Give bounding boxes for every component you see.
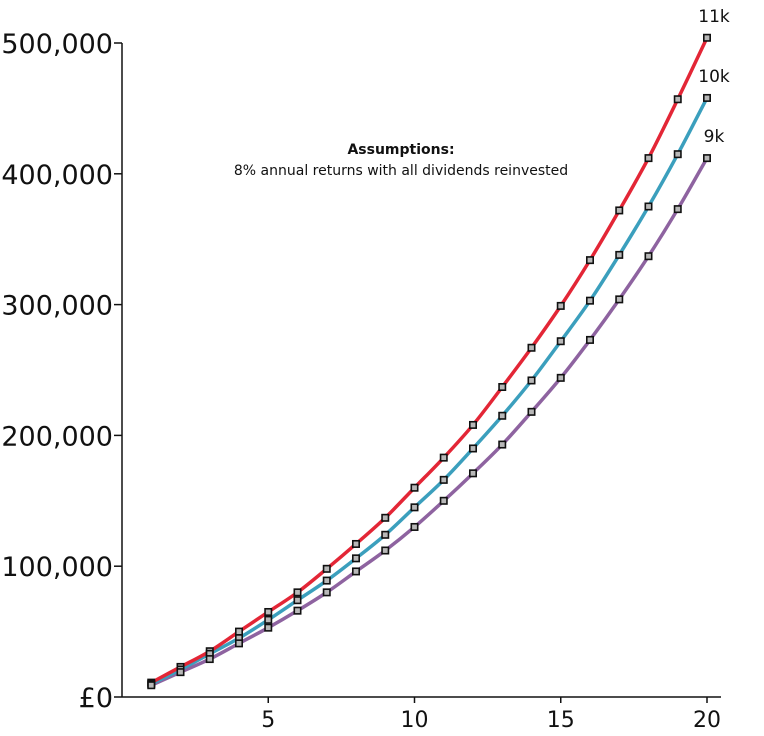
series-labels: 11k 10k 9k	[698, 7, 730, 147]
data-point-10k	[381, 530, 390, 539]
data-point-10k	[410, 503, 419, 512]
data-point-11k	[673, 95, 682, 104]
data-point-10k	[556, 337, 565, 346]
data-point-9k	[644, 252, 653, 261]
data-point-11k	[644, 154, 653, 163]
data-point-11k	[410, 483, 419, 492]
x-tick-label: 5	[261, 708, 275, 733]
x-tick-label: 15	[547, 708, 575, 733]
series-line-11k	[149, 36, 709, 685]
data-point-9k	[585, 335, 594, 344]
series-lines	[149, 36, 709, 687]
data-point-11k	[293, 588, 302, 597]
axes	[121, 43, 721, 698]
data-point-11k	[351, 539, 360, 548]
series-line-10k	[149, 96, 709, 686]
x-axis-ticks: 5 10 15 20	[261, 697, 721, 733]
data-point-9k	[498, 440, 507, 449]
y-tick-label: £0	[79, 683, 113, 714]
annotation-title: Assumptions:	[347, 142, 454, 158]
data-point-10k	[702, 93, 711, 102]
data-point-10k	[615, 250, 624, 259]
data-point-9k	[410, 522, 419, 531]
data-point-9k	[205, 655, 214, 664]
data-point-9k	[264, 623, 273, 632]
data-point-9k	[293, 606, 302, 615]
data-point-10k	[527, 376, 536, 385]
data-point-9k	[702, 154, 711, 163]
data-point-11k	[439, 453, 448, 462]
data-point-10k	[644, 202, 653, 211]
data-point-11k	[264, 607, 273, 616]
annotation-text: 8% annual returns with all dividends rei…	[234, 163, 568, 179]
series-markers	[147, 33, 711, 690]
data-point-10k	[673, 150, 682, 159]
data-point-10k	[468, 444, 477, 453]
series-label-9k: 9k	[704, 127, 725, 147]
data-point-11k	[702, 33, 711, 42]
data-point-10k	[351, 554, 360, 563]
data-point-11k	[322, 564, 331, 573]
assumptions-annotation: Assumptions: 8% annual returns with all …	[234, 142, 568, 179]
data-point-10k	[439, 475, 448, 484]
data-point-11k	[556, 301, 565, 310]
data-point-9k	[615, 295, 624, 304]
data-point-9k	[556, 373, 565, 382]
data-point-9k	[351, 567, 360, 576]
series-line-9k	[149, 156, 709, 687]
data-point-9k	[527, 407, 536, 416]
data-point-10k	[498, 411, 507, 420]
data-point-10k	[322, 576, 331, 585]
y-tick-label: £200,000	[0, 421, 113, 452]
data-point-9k	[235, 639, 244, 648]
x-tick-label: 20	[693, 708, 721, 733]
series-label-11k: 11k	[698, 7, 730, 27]
data-point-10k	[264, 615, 273, 624]
data-point-9k	[381, 546, 390, 555]
y-tick-label: £500,000	[0, 29, 113, 60]
data-point-9k	[147, 681, 156, 690]
data-point-10k	[293, 596, 302, 605]
data-point-11k	[615, 206, 624, 215]
data-point-11k	[527, 343, 536, 352]
y-tick-label: £400,000	[0, 160, 113, 191]
data-point-9k	[673, 205, 682, 214]
y-tick-label: £300,000	[0, 291, 113, 322]
data-point-9k	[322, 588, 331, 597]
y-tick-label: £100,000	[0, 552, 113, 583]
x-tick-label: 10	[401, 708, 429, 733]
data-point-10k	[585, 296, 594, 305]
data-point-11k	[468, 420, 477, 429]
data-point-9k	[468, 469, 477, 478]
series-label-10k: 10k	[698, 67, 730, 87]
data-point-11k	[498, 383, 507, 392]
y-axis-ticks: £0 £100,000 £200,000 £300,000 £400,000 £500,0…	[0, 29, 122, 714]
data-point-9k	[176, 668, 185, 677]
data-point-11k	[235, 627, 244, 636]
data-point-11k	[381, 513, 390, 522]
data-point-11k	[585, 256, 594, 265]
data-point-9k	[439, 496, 448, 505]
